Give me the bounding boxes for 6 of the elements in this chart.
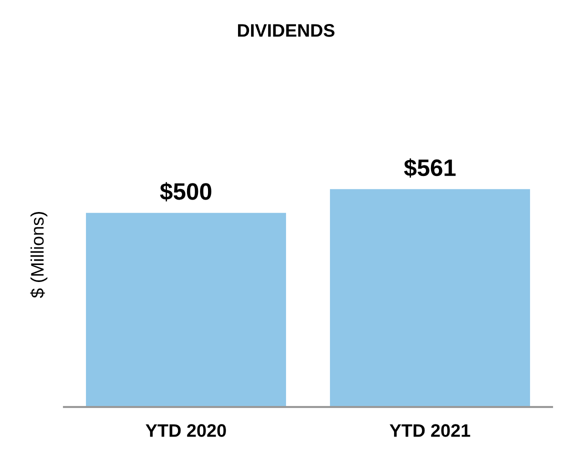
- data-label: $500: [160, 182, 212, 202]
- y-axis-title: $ (Millions): [30, 212, 48, 298]
- data-label: $561: [404, 158, 456, 178]
- x-tick-label: YTD 2021: [390, 424, 470, 437]
- chart-title: DIVIDENDS: [238, 24, 334, 37]
- x-tick-label: YTD 2020: [146, 424, 226, 437]
